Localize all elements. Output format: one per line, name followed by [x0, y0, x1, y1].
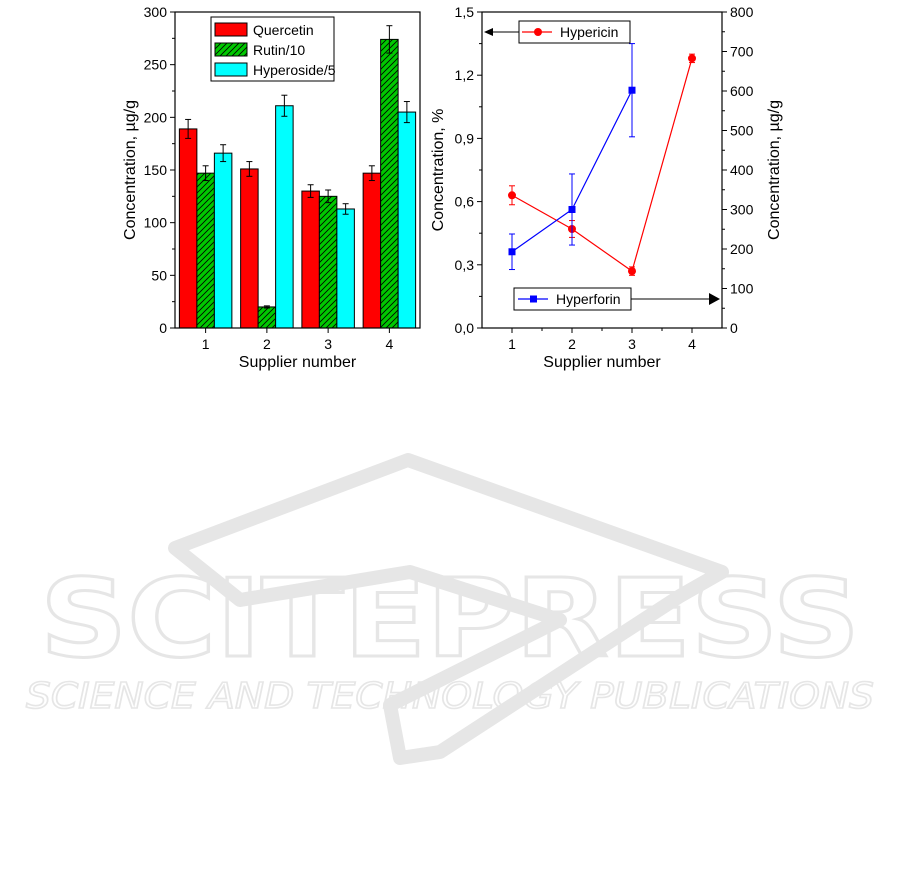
right-y-axis-label: Concentration, µg/g: [766, 100, 783, 240]
right-y-tick-label: 200: [730, 241, 754, 257]
left-y-tick-label: 0,3: [455, 257, 475, 273]
right-y-tick-label: 300: [730, 202, 754, 218]
bar: [301, 190, 320, 329]
x-tick-label: 4: [688, 336, 696, 352]
y-tick-label: 0: [159, 320, 167, 336]
legend-label: Hypericin: [560, 24, 618, 40]
y-tick-label: 150: [144, 162, 168, 178]
data-point: [628, 267, 636, 276]
legend-label: Quercetin: [253, 22, 314, 38]
left-y-tick-label: 1,2: [455, 67, 475, 83]
y-tick-label: 50: [151, 267, 167, 283]
plot-frame: [481, 11, 723, 329]
right-y-tick-label: 700: [730, 44, 754, 60]
right-y-tick-label: 100: [730, 281, 754, 297]
watermark-book-shape: [168, 453, 729, 765]
legend-swatch: [214, 22, 248, 37]
sciteress-watermark: SCITEPRESS SCIENCE AND TECHNOLOGY PUBLIC…: [25, 453, 875, 765]
right-y-tick-label: 400: [730, 162, 754, 178]
bar: [257, 306, 277, 329]
legend-marker: [530, 295, 537, 303]
bar: [336, 208, 355, 329]
data-point: [508, 191, 516, 200]
bar: [275, 105, 294, 329]
legend-swatch: [214, 62, 248, 77]
bar: [362, 172, 382, 329]
y-tick-label: 250: [144, 57, 168, 73]
legend-swatch: [214, 42, 248, 57]
watermark-subtitle: SCIENCE AND TECHNOLOGY PUBLICATIONS: [26, 676, 874, 717]
legend-label: Hyperforin: [556, 291, 621, 307]
x-tick-label: 3: [324, 336, 332, 352]
right-y-tick-label: 0: [730, 320, 738, 336]
left-y-tick-label: 0,9: [455, 130, 475, 146]
line-chart: 0,0 0,3 0,6 0,9 1,2 1,5 0 100 200 300 400 500 600 700…: [430, 4, 783, 371]
x-tick-label: 1: [508, 336, 516, 352]
y-tick-label: 100: [144, 215, 168, 231]
left-y-tick-label: 0,6: [455, 194, 475, 210]
data-point: [568, 206, 576, 213]
data-point: [628, 86, 636, 94]
bar: [318, 195, 338, 329]
legend-label: Rutin/10: [253, 42, 305, 58]
y-tick-label: 300: [144, 4, 168, 20]
left-arrow-icon: [484, 28, 493, 36]
x-axis-label: Supplier number: [543, 354, 661, 371]
x-tick-label: 2: [568, 336, 576, 352]
watermark-title: SCITEPRESS: [40, 557, 860, 682]
x-axis-label: Supplier number: [239, 354, 357, 371]
bar: [397, 111, 417, 329]
left-y-axis-label: Concentration, %: [430, 109, 447, 232]
left-y-tick-label: 1,5: [455, 4, 475, 20]
right-y-tick-label: 500: [730, 123, 754, 139]
right-arrow-icon: [709, 293, 720, 305]
x-tick-label: 3: [628, 336, 636, 352]
y-axis-label: Concentration, µg/g: [122, 100, 139, 240]
y-tick-label: 200: [144, 109, 168, 125]
data-point: [508, 248, 516, 256]
left-y-tick-label: 0,0: [455, 320, 475, 336]
bar: [196, 172, 215, 329]
data-point: [688, 54, 696, 63]
legend-label: Hyperoside/5: [253, 62, 336, 78]
right-y-tick-label: 800: [730, 4, 754, 20]
bar-chart: 0 50 100 150 200 250 300 1 2 3 4 Supplier number Con…: [122, 4, 421, 371]
right-y-tick-label: 600: [730, 83, 754, 99]
bar: [240, 168, 259, 329]
x-tick-label: 1: [202, 336, 210, 352]
bar: [178, 128, 198, 329]
x-tick-label: 4: [385, 336, 393, 352]
x-tick-label: 2: [263, 336, 271, 352]
series-line: [511, 58, 693, 273]
bar: [213, 152, 233, 329]
bar: [380, 38, 399, 329]
legend-marker: [534, 28, 542, 36]
